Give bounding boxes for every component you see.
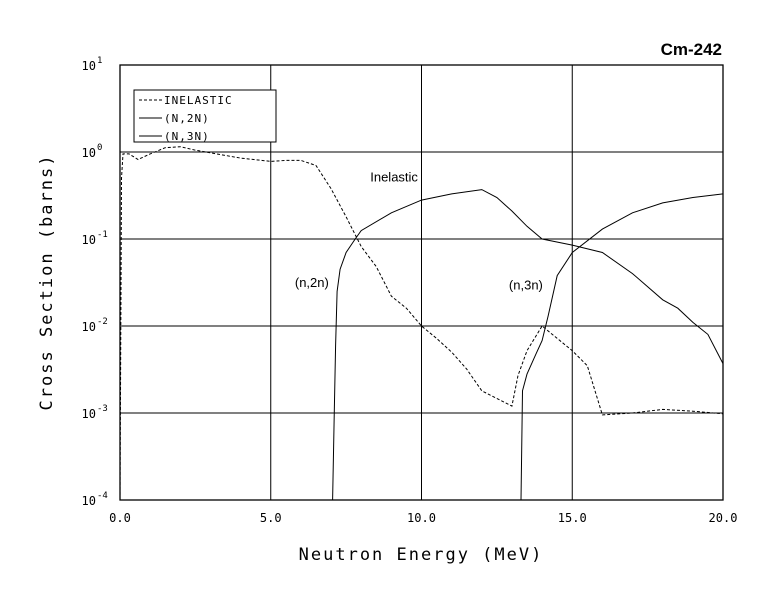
y-tick-base: 10 bbox=[82, 146, 96, 160]
y-tick-exponent: 0 bbox=[97, 143, 102, 153]
series-line-3 bbox=[520, 193, 724, 501]
y-tick-exponent: -3 bbox=[97, 404, 108, 414]
series-line-2 bbox=[332, 189, 724, 501]
y-tick-label: 10 -4 bbox=[82, 491, 108, 508]
legend: INELASTIC (N,2N) (N,3N) bbox=[133, 89, 277, 143]
series-layer bbox=[119, 146, 724, 501]
y-tick-base: 10 bbox=[82, 59, 96, 73]
legend-label: (N,2N) bbox=[164, 112, 210, 125]
legend-label: INELASTIC bbox=[164, 94, 233, 107]
annotation-label: Inelastic bbox=[370, 170, 418, 185]
plot-frame bbox=[119, 64, 724, 501]
x-tick-labels: 0.0 5.0 10.0 15.0 20.0 bbox=[109, 511, 737, 525]
legend-box bbox=[133, 89, 277, 143]
chart-title: Cm-242 bbox=[661, 40, 722, 59]
y-tick-base: 10 bbox=[82, 320, 96, 334]
y-tick-base: 10 bbox=[82, 407, 96, 421]
legend-label: (N,3N) bbox=[164, 130, 210, 143]
grid bbox=[120, 65, 723, 500]
series-line-1 bbox=[119, 146, 724, 501]
y-tick-exponent: -1 bbox=[97, 230, 108, 240]
y-tick-base: 10 bbox=[82, 233, 96, 247]
x-tick-label: 0.0 bbox=[109, 511, 131, 525]
x-tick-label: 15.0 bbox=[558, 511, 587, 525]
x-tick-label: 5.0 bbox=[260, 511, 282, 525]
annotation-label: (n,3n) bbox=[509, 277, 543, 292]
y-tick-label: 10 -2 bbox=[82, 317, 108, 334]
annotation-label: (n,2n) bbox=[295, 275, 329, 290]
y-tick-label: 10 1 bbox=[82, 56, 103, 73]
y-axis-title: Cross Section (barns) bbox=[37, 154, 57, 411]
y-tick-base: 10 bbox=[82, 494, 96, 508]
x-axis-title: Neutron Energy (MeV) bbox=[299, 545, 544, 565]
y-tick-exponent: -4 bbox=[97, 491, 108, 501]
y-tick-label: 10 0 bbox=[82, 143, 103, 160]
x-tick-label: 10.0 bbox=[407, 511, 436, 525]
y-tick-label: 10 -3 bbox=[82, 404, 108, 421]
x-tick-label: 20.0 bbox=[709, 511, 738, 525]
y-tick-label: 10 -1 bbox=[82, 230, 108, 247]
annotations: Inelastic (n,2n) (n,3n) bbox=[295, 170, 543, 293]
y-tick-exponent: -2 bbox=[97, 317, 108, 327]
y-tick-exponent: 1 bbox=[97, 56, 102, 66]
